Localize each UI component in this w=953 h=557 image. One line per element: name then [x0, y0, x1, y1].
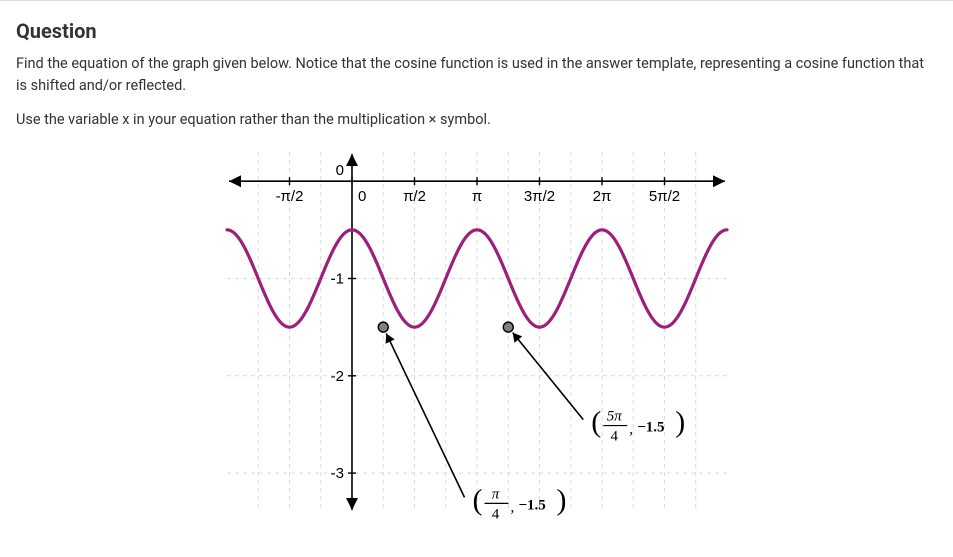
- svg-text:-π/2: -π/2: [275, 188, 303, 205]
- svg-text:): ): [556, 484, 566, 517]
- svg-text:,: ,: [629, 422, 633, 438]
- svg-text:3π/2: 3π/2: [523, 188, 554, 205]
- svg-text:,: ,: [510, 500, 514, 516]
- svg-text:−1.5: −1.5: [518, 498, 545, 514]
- svg-text:4: 4: [610, 429, 618, 445]
- chart-area: -π/20π/2π3π/22π5π/20-1-2-3(π4,−1.5)(5π4,…: [16, 142, 937, 522]
- svg-text:0: 0: [335, 162, 343, 179]
- svg-text:π: π: [471, 188, 481, 205]
- svg-text:π/2: π/2: [403, 188, 426, 205]
- svg-text:-1: -1: [330, 271, 343, 288]
- svg-text:(: (: [472, 484, 482, 517]
- svg-text:): ): [675, 406, 685, 439]
- question-container: Question Find the equation of the graph …: [0, 0, 953, 530]
- svg-text:π: π: [491, 487, 499, 503]
- svg-text:−1.5: −1.5: [637, 420, 664, 436]
- question-paragraph-2: Use the variable x in your equation rath…: [16, 109, 937, 131]
- svg-text:-3: -3: [330, 465, 343, 482]
- svg-text:5π/2: 5π/2: [648, 188, 679, 205]
- cosine-graph-svg: -π/20π/2π3π/22π5π/20-1-2-3(π4,−1.5)(5π4,…: [197, 142, 757, 522]
- question-heading: Question: [16, 19, 937, 43]
- svg-text:(: (: [591, 406, 601, 439]
- svg-text:-2: -2: [330, 368, 343, 385]
- svg-text:2π: 2π: [592, 188, 611, 205]
- svg-text:5π: 5π: [606, 409, 622, 425]
- question-paragraph-1: Find the equation of the graph given bel…: [16, 53, 937, 97]
- svg-text:4: 4: [491, 507, 499, 523]
- svg-text:0: 0: [358, 188, 366, 205]
